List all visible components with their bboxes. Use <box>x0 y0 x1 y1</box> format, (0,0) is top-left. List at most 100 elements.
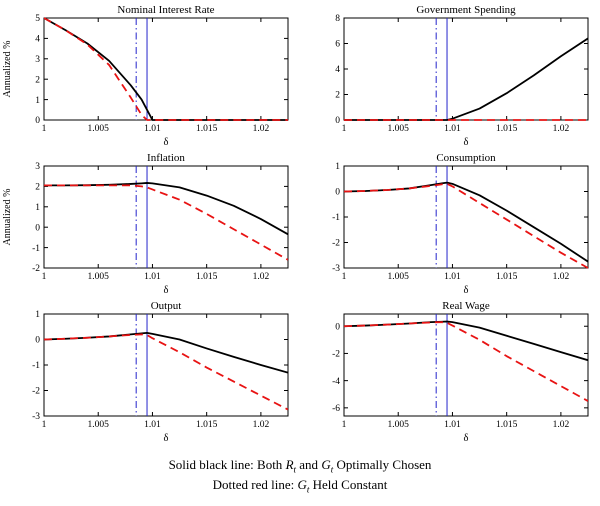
x-axis-label: δ <box>464 433 469 444</box>
chart-grid: Nominal Interest Rate 1 1.005 1.01 1.015 1.02… <box>0 2 600 446</box>
x-tick-label: 1 <box>42 124 47 134</box>
x-tick-label: 1.01 <box>444 272 461 282</box>
series-group <box>344 37 588 121</box>
series-both-rt-and-gt-optimally-chosen <box>344 181 588 263</box>
y-axis-label: Annualized % <box>2 189 13 246</box>
y-tick-label: 4 <box>35 35 40 45</box>
y-tick-label: 3 <box>35 162 40 172</box>
x-tick-label: 1.005 <box>88 272 110 282</box>
x-tick-label: 1 <box>42 272 47 282</box>
subplot-real-wage: Real Wage 1 1.005 1.01 1.015 1.02 -6 -4 -2 0 δ <box>332 300 589 444</box>
y-tick-label: -1 <box>32 361 40 371</box>
x-tick-label: 1 <box>342 420 347 430</box>
series-both-rt-and-gt-optimally-chosen <box>344 37 588 121</box>
y-tick-label: 0 <box>35 223 40 233</box>
x-tick-label: 1.005 <box>88 420 110 430</box>
y-tick-label: 6 <box>335 40 340 50</box>
series-gt-held-constant <box>44 17 288 121</box>
chart-cell-inflation: Inflation 1 1.005 1.01 1.015 1.02 -2 -1 0 1 2 3 δ Ann… <box>0 150 300 298</box>
series-group <box>344 320 588 402</box>
series-group <box>44 331 288 411</box>
chart-cell-output: Output 1 1.005 1.01 1.015 1.02 -3 -2 -1 0 1 δ <box>0 298 300 446</box>
y-tick-label: 4 <box>335 65 340 75</box>
series-both-rt-and-gt-optimally-chosen <box>44 331 288 374</box>
chart-title: Real Wage <box>442 300 490 312</box>
x-tick-label: 1 <box>42 420 47 430</box>
y-tick-label: 0 <box>35 116 40 126</box>
y-tick-label: 1 <box>35 310 40 320</box>
figure-panel: Nominal Interest Rate 1 1.005 1.01 1.015 1.02… <box>0 2 600 495</box>
x-tick-label: 1.015 <box>196 420 218 430</box>
y-tick-label: 0 <box>35 336 40 346</box>
x-tick-label: 1.01 <box>144 420 161 430</box>
series-group <box>44 17 288 121</box>
x-tick-label: 1.005 <box>88 124 110 134</box>
chart-title: Output <box>151 300 182 312</box>
x-tick-label: 1.02 <box>253 272 270 282</box>
x-tick-label: 1.01 <box>144 272 161 282</box>
x-tick-label: 1.02 <box>553 124 570 134</box>
chart-cell-government-spending: Government Spending 1 1.005 1.01 1.015 1.02 0 2… <box>300 2 600 150</box>
x-tick-label: 1.005 <box>388 124 410 134</box>
axis-box <box>343 17 589 121</box>
axis-box <box>343 165 589 269</box>
axis-box <box>43 313 289 417</box>
axis-box <box>343 313 589 417</box>
series-gt-held-constant <box>344 321 588 402</box>
series-group <box>344 181 588 269</box>
y-axis-label: Annualized % <box>2 41 13 98</box>
axis-box <box>43 165 289 269</box>
y-tick-label: 1 <box>35 96 40 106</box>
chart-title: Government Spending <box>416 4 516 16</box>
chart-cell-real-wage: Real Wage 1 1.005 1.01 1.015 1.02 -6 -4 -2 0 δ <box>300 298 600 446</box>
series-both-rt-and-gt-optimally-chosen <box>44 182 288 236</box>
x-tick-label: 1.02 <box>253 420 270 430</box>
x-axis-label: δ <box>164 433 169 444</box>
y-tick-label: 0 <box>335 188 340 198</box>
y-tick-label: -2 <box>32 264 40 274</box>
x-tick-label: 1.015 <box>496 272 518 282</box>
y-tick-label: -3 <box>332 264 340 274</box>
y-tick-label: -2 <box>32 387 40 397</box>
x-tick-label: 1 <box>342 124 347 134</box>
x-axis-label: δ <box>464 137 469 148</box>
y-tick-label: -1 <box>32 244 40 254</box>
y-tick-label: -3 <box>32 412 40 422</box>
y-tick-label: 2 <box>35 75 40 85</box>
x-tick-label: 1.015 <box>496 124 518 134</box>
caption-line-2: Dotted red line: Gt Held Constant <box>212 476 388 495</box>
x-axis-label: δ <box>164 137 169 148</box>
chart-title: Consumption <box>436 152 496 164</box>
y-tick-label: 0 <box>335 116 340 126</box>
subplot-consumption: Consumption 1 1.005 1.01 1.015 1.02 -3 -2 -1 0 1 δ <box>332 152 589 296</box>
x-tick-label: 1.015 <box>496 420 518 430</box>
y-tick-label: 0 <box>335 322 340 332</box>
subplot-government-spending: Government Spending 1 1.005 1.01 1.015 1.02 0 2… <box>335 4 589 148</box>
subplot-output: Output 1 1.005 1.01 1.015 1.02 -3 -2 -1 0 1 δ <box>32 300 289 444</box>
y-tick-label: -4 <box>332 377 340 387</box>
x-tick-label: 1.01 <box>444 420 461 430</box>
x-tick-label: 1 <box>342 272 347 282</box>
y-tick-label: 5 <box>35 14 40 24</box>
y-tick-label: 1 <box>35 203 40 213</box>
x-tick-label: 1.02 <box>253 124 270 134</box>
x-tick-label: 1.015 <box>196 124 218 134</box>
subplot-inflation: Inflation 1 1.005 1.01 1.015 1.02 -2 -1 0 1 2 3 δ Ann… <box>2 152 289 296</box>
chart-title: Inflation <box>147 152 185 164</box>
subplot-nominal-interest-rate: Nominal Interest Rate 1 1.005 1.01 1.015 1.02… <box>2 4 289 148</box>
x-tick-label: 1.02 <box>553 420 570 430</box>
y-tick-label: 3 <box>35 55 40 65</box>
y-tick-label: 2 <box>335 91 340 101</box>
y-tick-label: -2 <box>332 350 340 360</box>
x-axis-label: δ <box>464 285 469 296</box>
y-tick-label: 1 <box>335 162 340 172</box>
x-tick-label: 1.005 <box>388 272 410 282</box>
y-tick-label: -1 <box>332 213 340 223</box>
series-gt-held-constant <box>44 333 288 411</box>
series-gt-held-constant <box>44 184 288 261</box>
chart-title: Nominal Interest Rate <box>117 4 214 16</box>
x-tick-label: 1.01 <box>444 124 461 134</box>
figure-caption: Solid black line: Both Rt and Gt Optimal… <box>0 456 600 495</box>
y-tick-label: 2 <box>35 183 40 193</box>
x-tick-label: 1.015 <box>196 272 218 282</box>
